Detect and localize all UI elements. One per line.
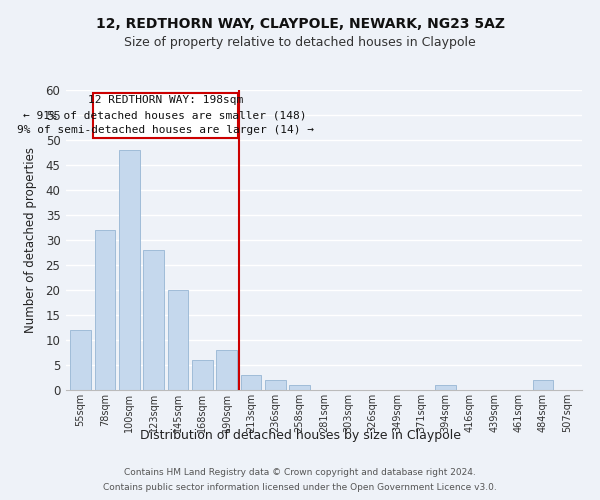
Y-axis label: Number of detached properties: Number of detached properties	[24, 147, 37, 333]
Bar	[241, 375, 262, 390]
Bar	[70, 330, 91, 390]
FancyBboxPatch shape	[93, 92, 238, 138]
Bar	[95, 230, 115, 390]
Text: ← 91% of detached houses are smaller (148): ← 91% of detached houses are smaller (14…	[23, 110, 307, 120]
Bar	[436, 385, 456, 390]
Text: 12 REDTHORN WAY: 198sqm: 12 REDTHORN WAY: 198sqm	[88, 95, 243, 105]
Text: 12, REDTHORN WAY, CLAYPOLE, NEWARK, NG23 5AZ: 12, REDTHORN WAY, CLAYPOLE, NEWARK, NG23…	[95, 18, 505, 32]
Text: 9% of semi-detached houses are larger (14) →: 9% of semi-detached houses are larger (1…	[17, 125, 314, 135]
Bar	[289, 385, 310, 390]
Text: Size of property relative to detached houses in Claypole: Size of property relative to detached ho…	[124, 36, 476, 49]
Bar	[216, 350, 237, 390]
Text: Contains public sector information licensed under the Open Government Licence v3: Contains public sector information licen…	[103, 483, 497, 492]
Bar	[265, 380, 286, 390]
Text: Contains HM Land Registry data © Crown copyright and database right 2024.: Contains HM Land Registry data © Crown c…	[124, 468, 476, 477]
Bar	[192, 360, 212, 390]
Bar	[143, 250, 164, 390]
Bar	[167, 290, 188, 390]
Text: Distribution of detached houses by size in Claypole: Distribution of detached houses by size …	[139, 428, 461, 442]
Bar	[533, 380, 553, 390]
Bar	[119, 150, 140, 390]
